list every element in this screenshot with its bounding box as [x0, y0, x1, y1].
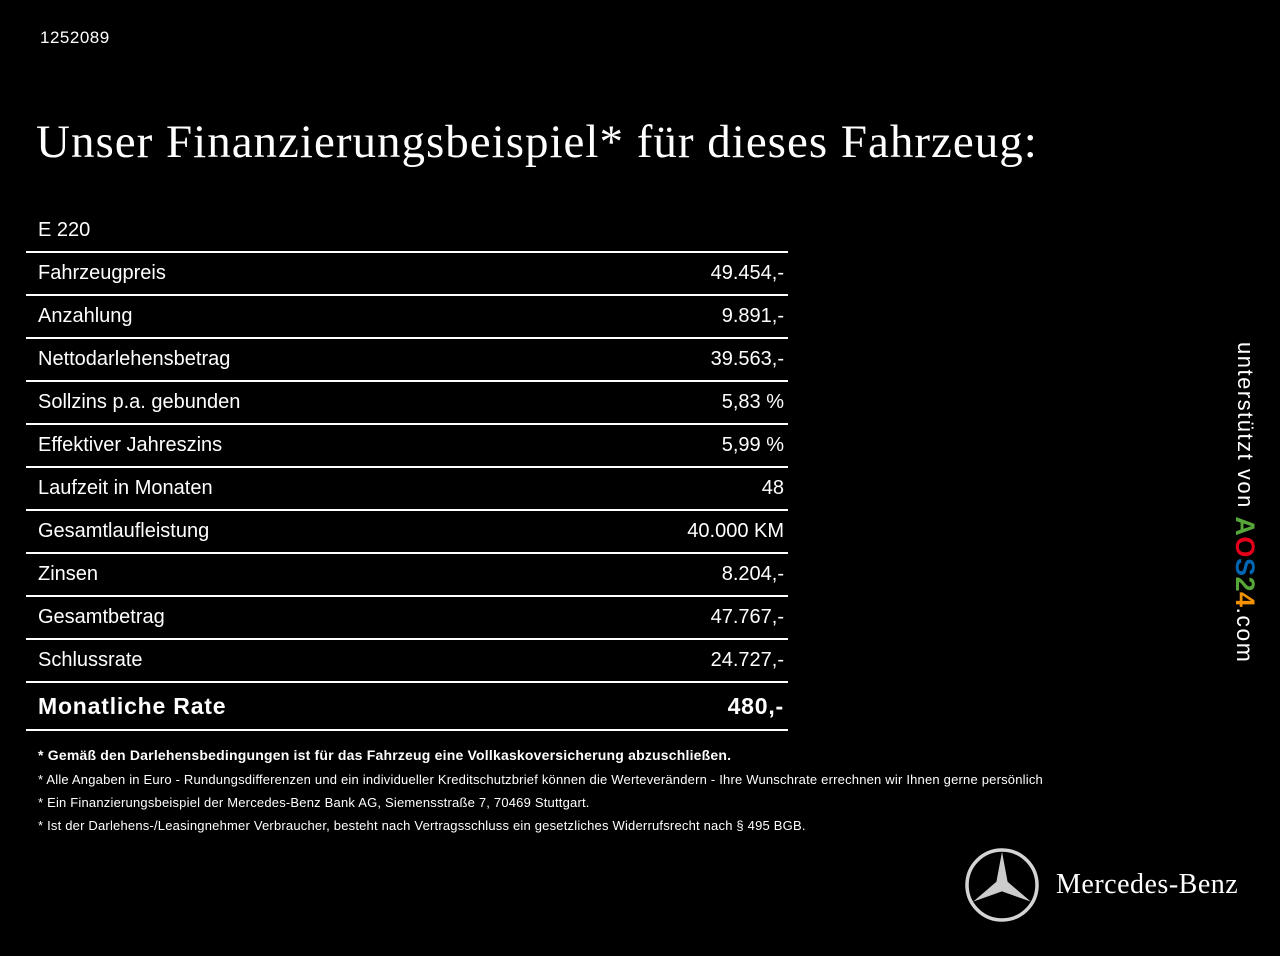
document-id: 1252089	[40, 28, 110, 47]
row-label: Nettodarlehensbetrag	[38, 348, 231, 370]
page-title: Unser Finanzierungsbeispiel* für dieses …	[36, 116, 1038, 169]
row-value: 24.727,-	[710, 649, 784, 671]
mercedes-logo	[962, 845, 1042, 930]
watermark-prefix: unterstützt von	[1233, 342, 1258, 517]
table-row: Schlussrate 24.727,-	[26, 640, 788, 683]
row-label: Effektiver Jahreszins	[38, 434, 223, 456]
monthly-rate-row: Monatliche Rate 480,-	[26, 683, 788, 731]
table-row: Gesamtlaufleistung 40.000 KM	[26, 511, 788, 554]
row-label: Gesamtlaufleistung	[38, 520, 210, 542]
aos24-wordmark: AOS24	[1230, 516, 1260, 607]
table-row: Nettodarlehensbetrag 39.563,-	[26, 339, 788, 382]
row-label: Schlussrate	[38, 649, 143, 671]
row-value: 8.204,-	[721, 563, 784, 585]
table-row: Anzahlung 9.891,-	[26, 296, 788, 339]
table-row: Effektiver Jahreszins 5,99 %	[26, 425, 788, 468]
mercedes-wordmark: Mercedes-Benz	[1056, 869, 1239, 900]
footnote-line: * Ist der Darlehens-/Leasingnehmer Verbr…	[38, 818, 806, 833]
table-row: Gesamtbetrag 47.767,-	[26, 597, 788, 640]
table-row: Fahrzeugpreis 49.454,-	[26, 253, 788, 296]
row-label: Sollzins p.a. gebunden	[38, 391, 241, 413]
footnotes: * Gemäß den Darlehensbedingungen ist für…	[38, 748, 1228, 841]
row-value: 5,83 %	[721, 391, 784, 413]
row-value: 39.563,-	[710, 348, 784, 370]
monthly-rate-label: Monatliche Rate	[38, 692, 227, 719]
brand-letter: A	[1230, 516, 1260, 537]
watermark-suffix: .com	[1232, 607, 1258, 664]
mercedes-star-icon	[965, 848, 1039, 922]
brand-letter: 2	[1230, 576, 1260, 592]
brand-letter: 4	[1230, 591, 1260, 608]
vehicle-model-label: E 220	[38, 219, 91, 241]
brand-letter: O	[1230, 536, 1260, 558]
footnote-line: * Ein Finanzierungsbeispiel der Mercedes…	[38, 795, 590, 810]
footnote-line: * Alle Angaben in Euro - Rundungsdiffere…	[38, 772, 1043, 787]
footnote-line: * Gemäß den Darlehensbedingungen ist für…	[38, 747, 732, 763]
finance-rows: Fahrzeugpreis 49.454,- Anzahlung 9.891,-…	[26, 253, 788, 683]
row-value: 9.891,-	[721, 305, 784, 327]
watermark-vertical-text: unterstützt von AOS24.com	[1229, 342, 1260, 663]
monthly-rate-value: 480,-	[727, 692, 784, 719]
table-model-row: E 220	[26, 210, 788, 253]
row-value: 40.000 KM	[687, 520, 784, 542]
row-value: 5,99 %	[721, 434, 784, 456]
row-value: 49.454,-	[710, 262, 784, 284]
row-label: Gesamtbetrag	[38, 606, 165, 628]
table-row: Zinsen 8.204,-	[26, 554, 788, 597]
row-label: Anzahlung	[38, 305, 133, 327]
row-label: Zinsen	[38, 563, 99, 585]
brand-letter: S	[1230, 557, 1260, 577]
row-label: Fahrzeugpreis	[38, 262, 166, 284]
row-label: Laufzeit in Monaten	[38, 477, 213, 499]
table-row: Laufzeit in Monaten 48	[26, 468, 788, 511]
row-value: 48	[761, 477, 784, 499]
row-value: 47.767,-	[710, 606, 784, 628]
table-row: Sollzins p.a. gebunden 5,83 %	[26, 382, 788, 425]
finance-table: E 220 Fahrzeugpreis 49.454,- Anzahlung 9…	[26, 210, 788, 731]
